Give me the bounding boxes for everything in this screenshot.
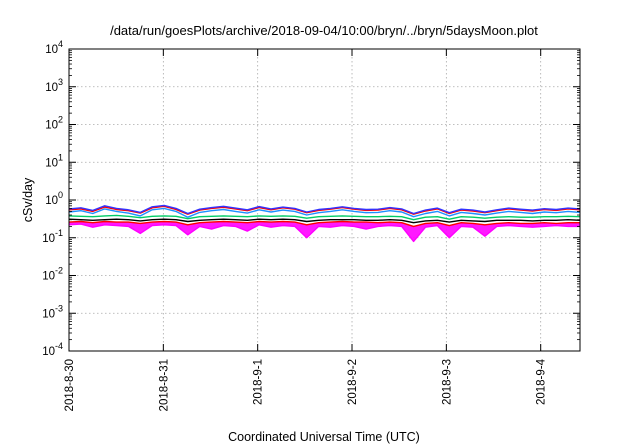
y-axis-label: cSv/day: [21, 177, 35, 222]
series-line: [68, 214, 581, 221]
series-line: [68, 223, 580, 243]
x-axis: 2018-8-30 2018-8-31 2018-9-1 2018-9-2 2018-9…: [64, 49, 548, 411]
y-tick-label: 10-1: [42, 228, 63, 245]
y-tick-label: 101: [45, 152, 63, 169]
chart-title: /data/run/goesPlots/archive/2018-09-04/1…: [110, 23, 538, 38]
x-axis-label: Coordinated Universal Time (UTC): [228, 430, 420, 444]
y-axis: 10-4 10-3 10-2 10-1 100 101 102 103 104: [42, 39, 580, 358]
y-tick-label: 104: [45, 39, 63, 56]
y-tick-label: 10-3: [42, 303, 63, 320]
x-tick-label: 2018-9-2: [347, 359, 359, 405]
series-line: [68, 207, 581, 218]
y-tick-label: 10-2: [42, 266, 63, 283]
x-tick-label: 2018-9-1: [253, 359, 265, 405]
x-tick-label: 2018-8-31: [158, 359, 170, 411]
y-tick-label: 100: [45, 190, 63, 207]
series-layer: [68, 204, 581, 243]
x-tick-label: 2018-9-3: [441, 359, 453, 405]
series-line: [68, 205, 581, 215]
series-line: [68, 204, 581, 215]
series-line: [68, 218, 581, 224]
series-fill: [69, 221, 580, 242]
x-tick-label: 2018-8-30: [64, 359, 76, 411]
y-tick-label: 10-4: [42, 341, 63, 358]
y-tick-label: 103: [45, 77, 63, 94]
grid: [69, 49, 580, 351]
series-line: [68, 220, 580, 228]
x-tick-label: 2018-9-4: [536, 358, 548, 405]
y-tick-label: 102: [45, 115, 63, 132]
